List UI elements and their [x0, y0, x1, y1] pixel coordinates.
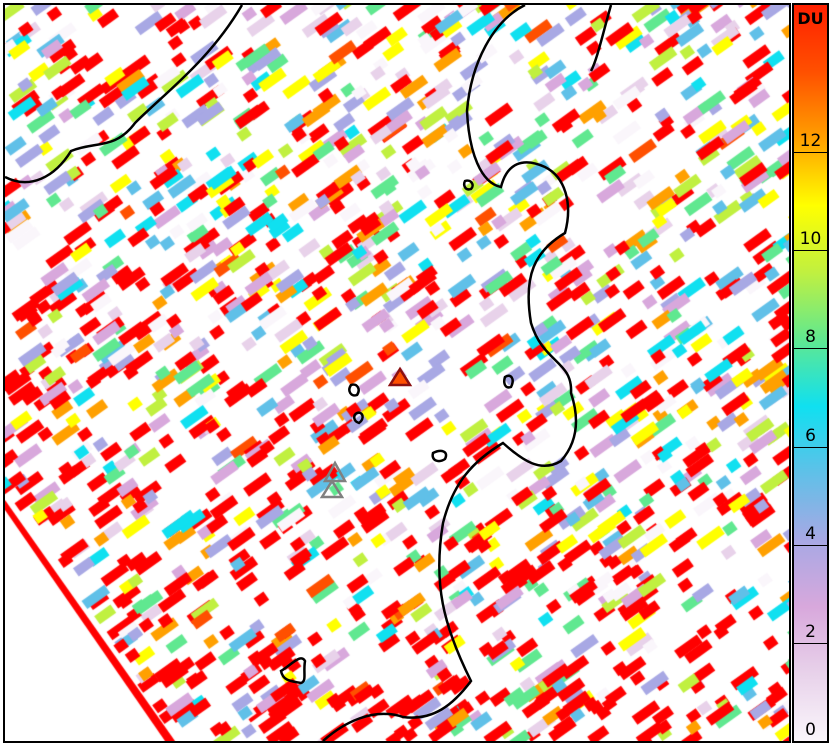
- coastline-layer: [5, 5, 613, 741]
- colorbar-tick-label: 12: [799, 131, 822, 152]
- so2-map: [3, 3, 791, 743]
- volcano-marker-active: [387, 366, 413, 387]
- island: [503, 374, 514, 389]
- colorbar: DU 0 2 4 6 8 10 12: [792, 3, 829, 743]
- island: [353, 411, 364, 425]
- island: [279, 657, 307, 685]
- colorbar-tick-label: 0: [805, 720, 816, 740]
- colorbar-tick-label: 10: [799, 229, 822, 250]
- colorbar-tick: [794, 544, 827, 546]
- colorbar-tick-label: 2: [805, 621, 816, 642]
- colorbar-tick: [794, 250, 827, 252]
- island: [348, 383, 360, 397]
- coastline-northwest: [5, 5, 244, 184]
- colorbar-tick-label: 4: [805, 523, 816, 544]
- volcano-marker-layer: [319, 366, 413, 499]
- volcano-marker: [322, 460, 348, 483]
- colorbar-tick: [794, 152, 827, 154]
- colorbar-tick-label: 8: [805, 327, 816, 348]
- island: [463, 179, 474, 191]
- colorbar-tick: [794, 741, 827, 742]
- colorbar-tick: [794, 446, 827, 448]
- colorbar-tick: [794, 642, 827, 644]
- coastline-northeast: [589, 5, 613, 72]
- colorbar-gradient: [794, 5, 827, 741]
- colorbar-unit: DU: [797, 9, 824, 28]
- volcano-marker: [319, 478, 345, 499]
- colorbar-tick-label: 6: [805, 425, 816, 446]
- coastline-central: [322, 5, 578, 741]
- island: [431, 449, 448, 463]
- colorbar-tick: [794, 348, 827, 350]
